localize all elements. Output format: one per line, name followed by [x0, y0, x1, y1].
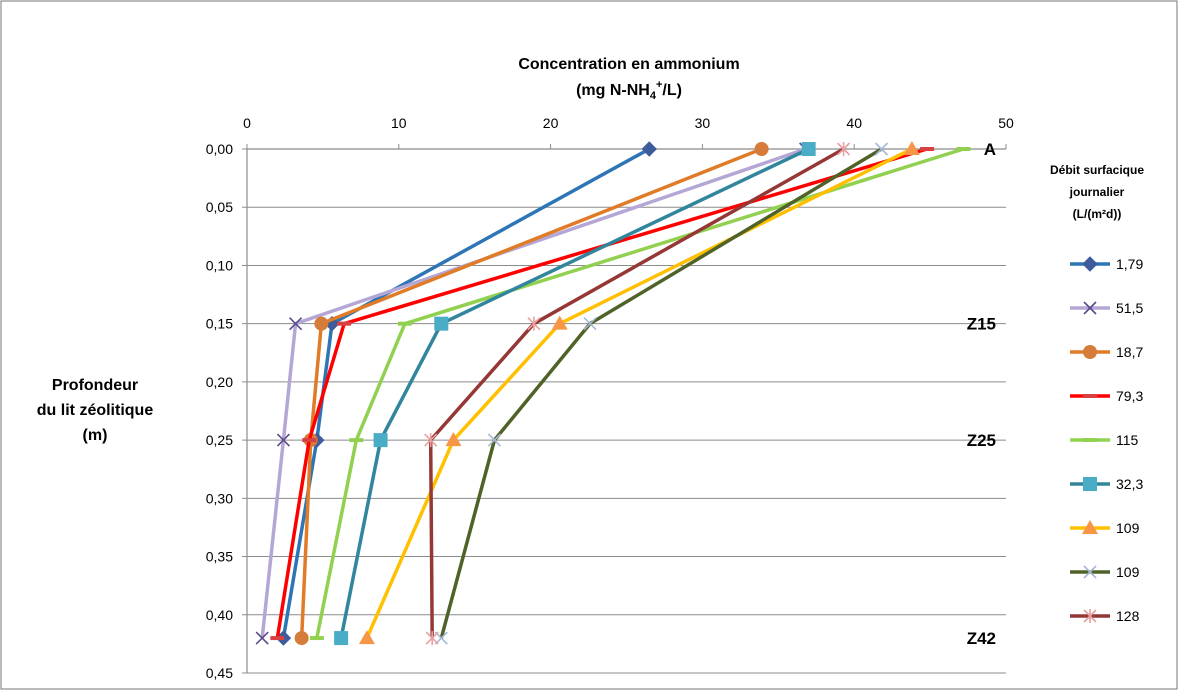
data-point-marker	[358, 630, 375, 645]
zone-label: Z15	[967, 315, 996, 334]
data-point-marker	[527, 316, 541, 331]
data-point-marker	[874, 142, 889, 156]
data-point-marker	[801, 142, 816, 156]
data-point-marker	[373, 433, 388, 448]
legend-entry: 32,3	[1070, 476, 1143, 492]
data-point-marker	[641, 141, 657, 157]
series-line	[275, 147, 928, 639]
y-tick-label: 0,20	[206, 374, 233, 390]
data-point-marker	[314, 316, 329, 331]
data-point-marker	[1082, 256, 1098, 272]
series-line	[299, 147, 763, 639]
data-point-marker	[754, 142, 769, 156]
legend-entry: 109	[1070, 520, 1140, 536]
data-point-marker	[1083, 565, 1097, 579]
y-tick-label: 0,35	[206, 549, 233, 565]
zone-label: Z42	[967, 629, 996, 648]
legend-label: 109	[1116, 520, 1140, 536]
data-point-marker	[1083, 609, 1097, 623]
legend-title-line3: (L/(m²d))	[1073, 207, 1122, 221]
legend-title-line2: journalier	[1069, 185, 1125, 199]
series-128	[424, 142, 851, 646]
x-tick-label: 20	[543, 115, 559, 131]
y-tick-label: 0,40	[206, 607, 233, 623]
data-point-marker	[487, 433, 501, 447]
chart-title-line2: (mg N-NH4+/L)	[576, 79, 682, 102]
y-axis-label-line2: du lit zéolitique	[37, 402, 154, 419]
legend-title-line1: Débit surfacique	[1050, 163, 1144, 177]
data-point-marker	[424, 433, 438, 448]
data-point-marker	[903, 141, 920, 155]
legend: 1,79 51,5 18,7 79,3 115 32,3 109 109 128	[1070, 256, 1143, 624]
series-18,7	[294, 142, 769, 646]
legend-label: 115	[1116, 432, 1139, 448]
series-line	[260, 147, 807, 639]
y-axis-label-line1: Profondeur	[52, 377, 138, 394]
axes: 0,00 0,05 0,10 0,15 0,20 0,25 0,30 0,35 0,40 0,45…	[206, 115, 1014, 681]
zone-label: A	[984, 140, 996, 159]
y-tick-label: 0,10	[206, 257, 233, 273]
y-tick-label: 0,30	[206, 490, 233, 506]
series-line	[439, 147, 883, 639]
data-point-marker	[255, 631, 269, 645]
x-tick-label: 40	[846, 115, 862, 131]
legend-entry: 51,5	[1070, 300, 1143, 316]
series-lines	[255, 141, 971, 646]
y-axis-label-line3: (m)	[83, 427, 108, 444]
legend-entry: 109	[1070, 564, 1140, 580]
x-tick-label: 50	[998, 115, 1014, 131]
data-point-marker	[425, 631, 439, 646]
series-32,3	[334, 142, 816, 646]
legend-label: 1,79	[1116, 256, 1143, 272]
chart-title-line1: Concentration en ammonium	[518, 56, 739, 73]
legend-entry: 18,7	[1070, 344, 1143, 360]
series-115	[309, 147, 971, 641]
series-line	[428, 147, 845, 639]
gridlines	[247, 206, 1006, 674]
legend-label: 79,3	[1116, 388, 1143, 404]
data-point-marker	[1082, 520, 1098, 534]
legend-label: 18,7	[1116, 344, 1143, 360]
series-line	[281, 147, 651, 639]
data-point-marker	[583, 317, 597, 331]
legend-label: 51,5	[1116, 300, 1143, 316]
legend-entry: 128	[1070, 608, 1140, 624]
legend-label: 32,3	[1116, 476, 1143, 492]
data-point-marker	[837, 142, 851, 156]
y-tick-label: 0,15	[206, 316, 233, 332]
data-point-marker	[1083, 301, 1097, 315]
series-109	[434, 142, 889, 645]
data-point-marker	[434, 316, 449, 331]
legend-entry: 115	[1070, 432, 1139, 448]
series-79,3	[270, 147, 935, 641]
series-line	[339, 147, 810, 639]
data-point-marker	[1083, 477, 1097, 491]
legend-label: 109	[1116, 564, 1140, 580]
data-point-marker	[276, 433, 290, 447]
x-tick-label: 10	[391, 115, 407, 131]
zone-labels: A Z15 Z25 Z42	[967, 140, 996, 648]
data-point-marker	[551, 315, 568, 330]
y-tick-label: 0,05	[206, 199, 233, 215]
legend-entry: 1,79	[1070, 256, 1143, 272]
series-line	[315, 147, 965, 639]
data-point-marker	[334, 631, 349, 646]
data-point-marker	[294, 631, 309, 646]
x-tick-label: 30	[695, 115, 711, 131]
data-point-marker	[1083, 345, 1097, 359]
y-tick-label: 0,25	[206, 432, 233, 448]
y-tick-label: 0,00	[206, 141, 233, 157]
x-tick-label: 0	[243, 115, 251, 131]
legend-entry: 79,3	[1070, 388, 1143, 404]
legend-label: 128	[1116, 608, 1140, 624]
data-point-marker	[289, 317, 303, 331]
zone-label: Z25	[967, 431, 996, 450]
data-point-marker	[445, 432, 462, 447]
y-tick-label: 0,45	[206, 665, 233, 681]
